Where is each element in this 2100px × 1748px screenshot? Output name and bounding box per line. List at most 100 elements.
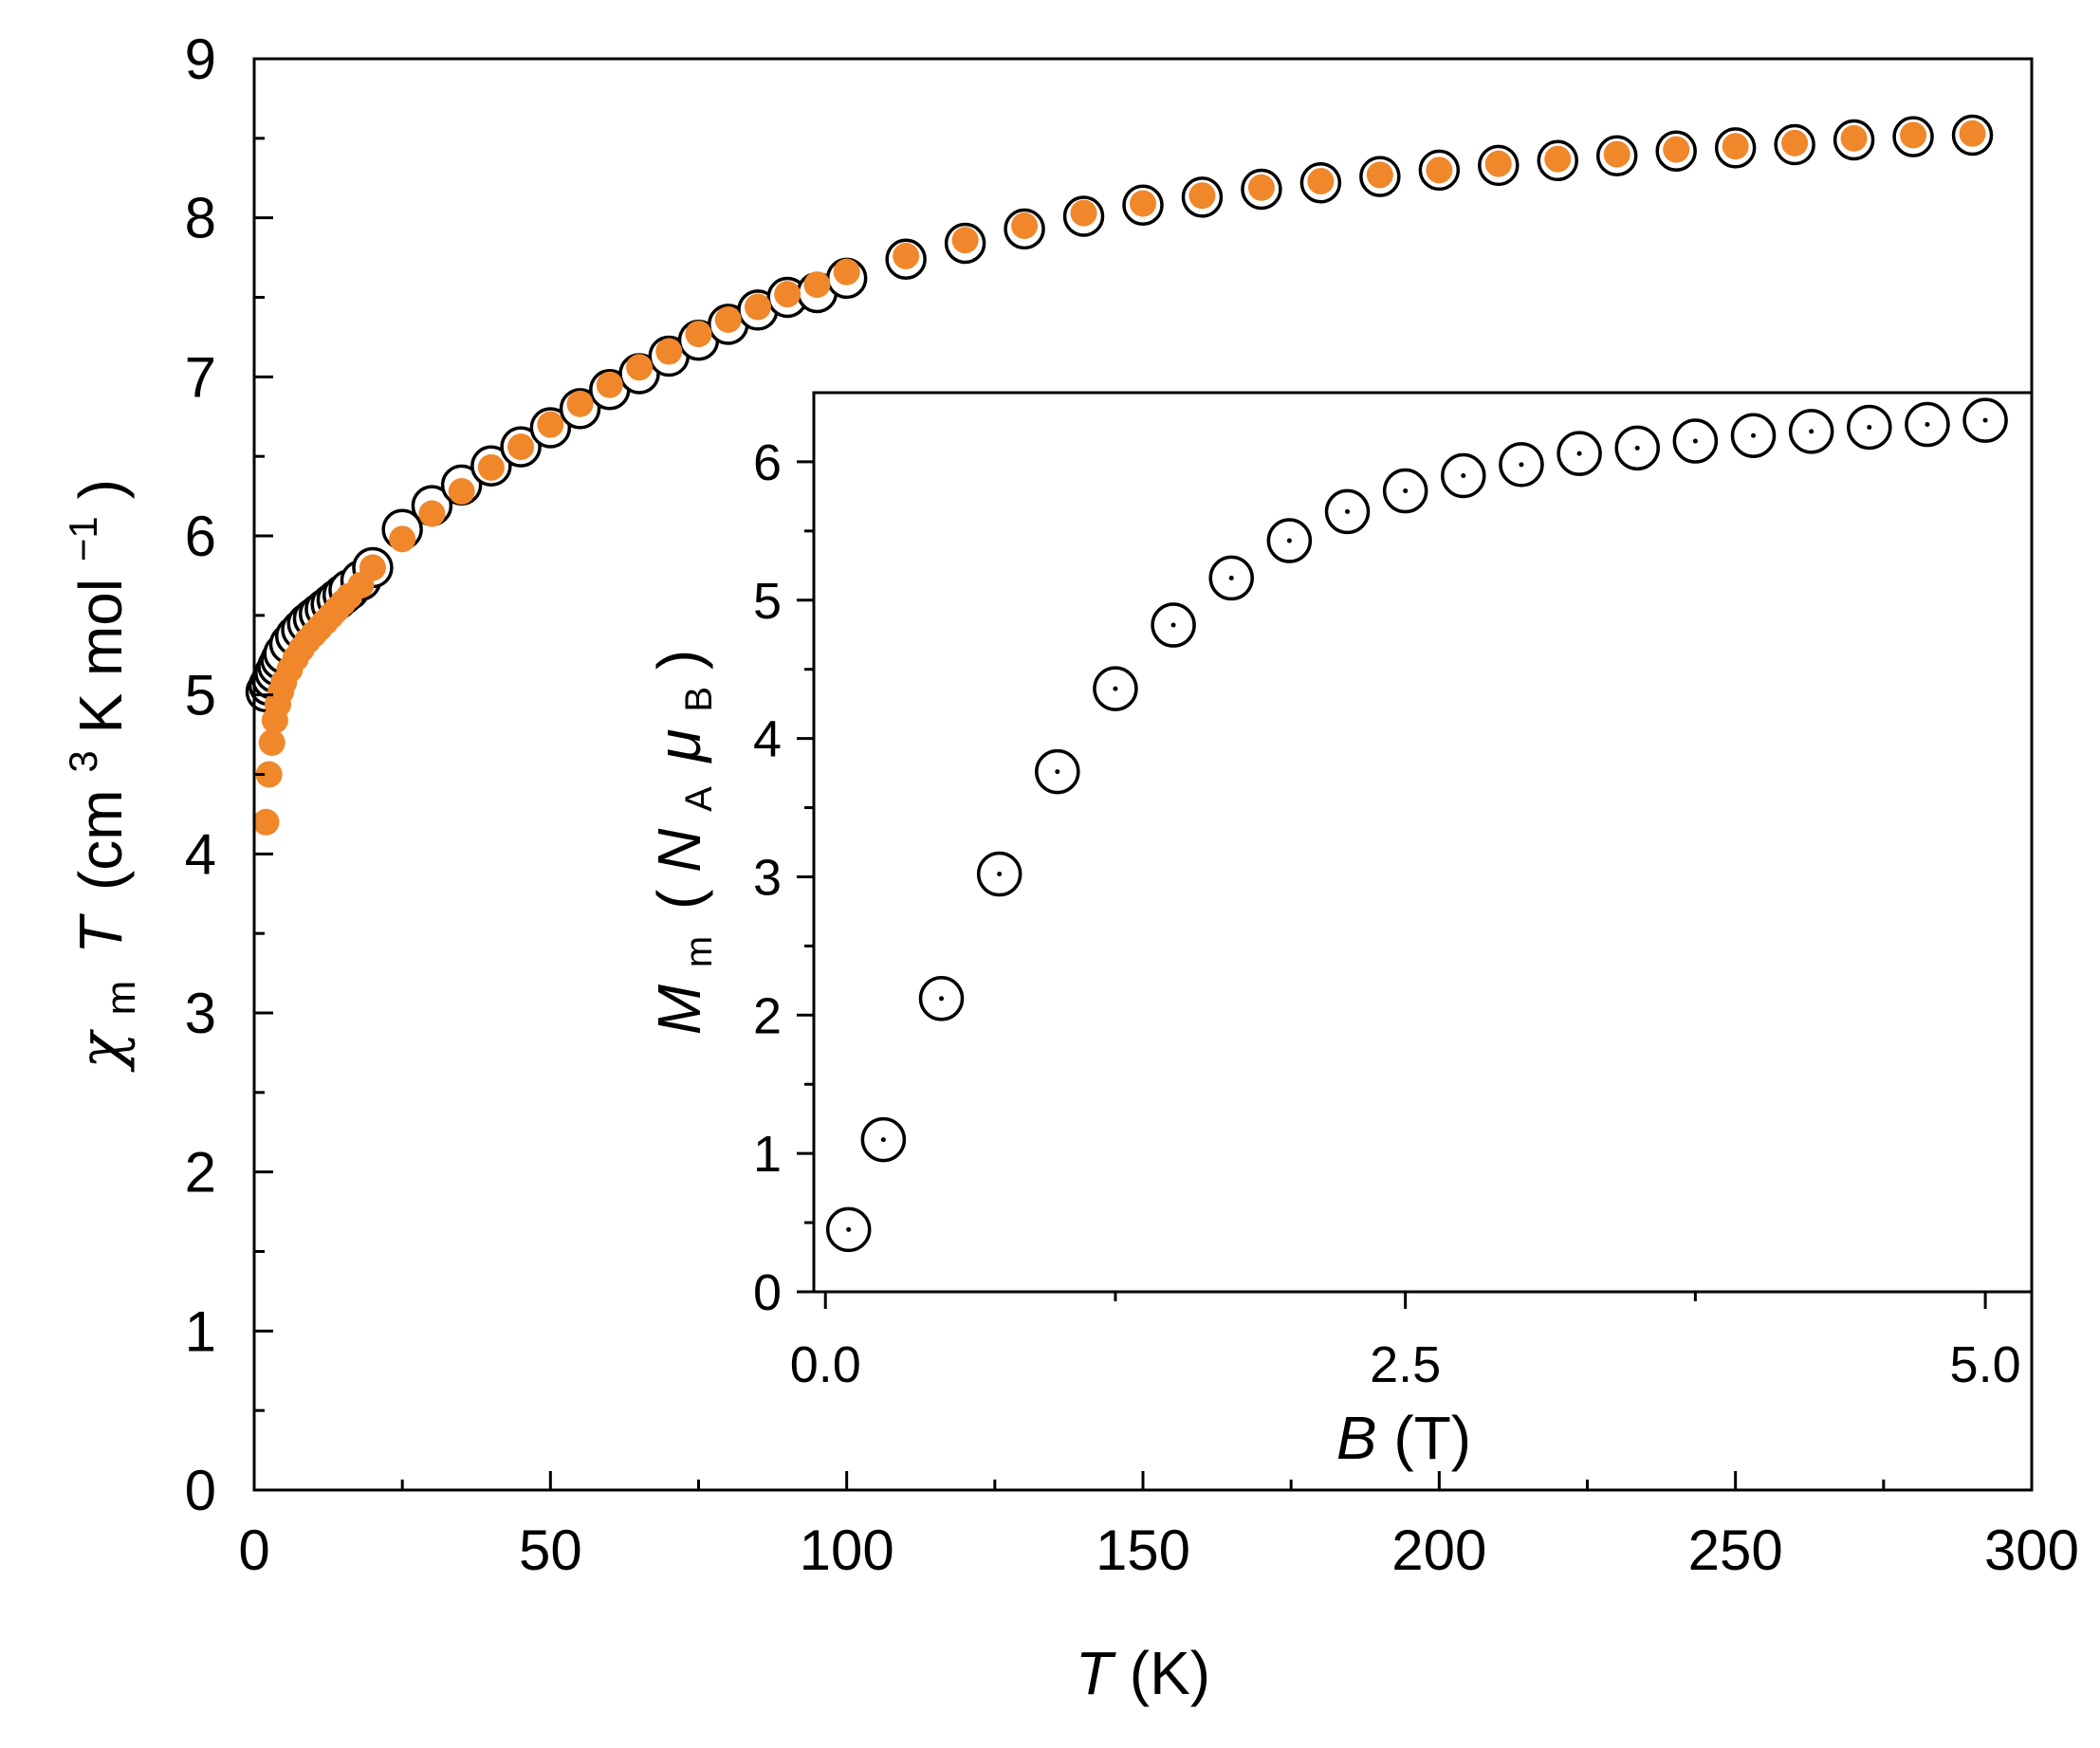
main-x-tick-label: 200 [1391, 1518, 1486, 1582]
inset-point-center [1576, 451, 1582, 456]
inset-y-axis-M: M [645, 984, 713, 1035]
inset-point-center [1403, 488, 1409, 494]
inset-point-center [997, 872, 1003, 877]
inset-point-center [1634, 445, 1640, 451]
main-filled-point [1900, 121, 1927, 149]
main-filled-point [803, 271, 831, 299]
main-filled-point [626, 354, 654, 381]
inset-point-center [1519, 462, 1524, 468]
main-y-axis-unit-close: ) [66, 479, 135, 499]
inset-x-axis-unit: (T) [1393, 1404, 1471, 1472]
main-y-axis-T: T [66, 913, 135, 954]
main-filled-point [951, 227, 979, 254]
inset-point-center [1751, 432, 1757, 438]
main-filled-point [507, 433, 535, 461]
main-y-axis-unit-sup: 3 [61, 750, 105, 772]
main-y-tick-label: 1 [185, 1299, 216, 1363]
main-filled-point [1307, 168, 1335, 195]
main-filled-point [714, 305, 742, 333]
inset-point-center [1286, 538, 1292, 543]
main-y-tick-label: 2 [185, 1141, 216, 1205]
inset-point-center [1867, 424, 1872, 430]
inset-plot-frame [812, 391, 2034, 1294]
main-filled-point [774, 281, 801, 308]
main-filled-point [389, 525, 416, 553]
main-y-tick-label: 5 [185, 664, 216, 727]
main-filled-point [596, 371, 623, 398]
main-y-axis-unit-open: (cm [66, 789, 135, 891]
main-filled-point [1011, 212, 1039, 240]
main-filled-point [1070, 199, 1097, 227]
main-y-tick-label: 3 [185, 982, 216, 1045]
inset-point-center [846, 1226, 852, 1232]
inset-y-axis-mu: μ [645, 728, 713, 764]
main-points [245, 114, 1994, 836]
main-filled-point [359, 554, 386, 581]
main-y-tick-label: 0 [185, 1459, 216, 1522]
inset-y-axis-N: N [645, 828, 713, 873]
main-x-axis-symbol: T [1076, 1639, 1116, 1707]
inset-ticks [797, 460, 1987, 1309]
inset-y-tick-label: 4 [753, 711, 782, 768]
inset-y-tick-label: 3 [753, 849, 782, 906]
main-x-tick-labels: 0 50 100 150 200 250 300 [238, 1518, 2079, 1582]
inset-x-tick-label: 0.0 [790, 1336, 861, 1393]
main-filled-point [418, 500, 446, 527]
inset-y-axis-N-sub: A [678, 786, 720, 812]
main-ticks [252, 57, 2034, 1492]
main-filled-point [448, 478, 475, 506]
main-filled-point [566, 390, 594, 417]
inset-y-axis-M-sub: m [678, 936, 720, 967]
inset-y-tick-labels: 0 1 2 3 4 5 6 [753, 434, 782, 1321]
inset-point-center [1925, 422, 1930, 428]
inset-y-tick-label: 5 [753, 573, 782, 630]
main-x-axis-title: T (K) [1076, 1639, 1210, 1707]
main-x-tick-label: 0 [238, 1518, 269, 1582]
main-x-tick-label: 150 [1096, 1518, 1190, 1582]
main-y-axis-chi-sub: m [98, 981, 144, 1016]
main-filled-point [1603, 140, 1630, 168]
inset-y-axis-open: ( [645, 890, 713, 910]
main-y-axis-title: χ m T (cm 3 K mol −1 ) [61, 479, 144, 1073]
inset-point-center [880, 1137, 886, 1143]
inset-x-axis-title: B (T) [1336, 1404, 1471, 1472]
inset-y-axis-mu-sub: B [678, 687, 720, 712]
inset-x-tick-labels: 0.0 2.5 5.0 [790, 1336, 2021, 1393]
main-y-tick-label: 4 [185, 822, 216, 886]
main-y-tick-label: 6 [185, 505, 216, 568]
main-y-axis-unit-mid: K mol [66, 579, 135, 734]
main-filled-point [1366, 161, 1393, 189]
inset-y-axis-close: ) [645, 650, 713, 670]
main-y-tick-labels: 0 1 2 3 4 5 6 7 8 9 [185, 28, 216, 1522]
main-y-axis-chi: χ [66, 1029, 137, 1073]
main-x-tick-label: 250 [1688, 1518, 1783, 1582]
main-filled-point [893, 242, 920, 269]
inset-y-tick-label: 1 [753, 1126, 782, 1183]
main-filled-point [1663, 136, 1690, 163]
inset-points [825, 397, 2008, 1253]
main-filled-point [1781, 129, 1809, 156]
inset-point-center [1228, 575, 1234, 580]
inset-point-center [1345, 508, 1351, 514]
main-y-axis-unit-sup2: −1 [61, 516, 105, 561]
inset-point-center [1982, 417, 1988, 423]
main-filled-point [685, 321, 712, 348]
main-filled-point [1840, 124, 1868, 152]
inset-y-axis-title: M m ( N A μ B ) [645, 650, 720, 1035]
main-x-tick-label: 50 [519, 1518, 582, 1582]
main-y-tick-label: 9 [185, 28, 216, 91]
inset-y-tick-label: 0 [753, 1264, 782, 1321]
inset-x-tick-label: 5.0 [1950, 1336, 2021, 1393]
inset-plot: 0.0 2.5 5.0 0 1 2 3 4 5 6 B (T) M m ( N A μ B ) [645, 391, 2034, 1472]
inset-background [814, 393, 2032, 1292]
inset-point-center [1055, 769, 1060, 775]
inset-point-center [939, 996, 945, 1002]
inset-point-center [1692, 438, 1698, 444]
main-filled-point [1130, 190, 1156, 217]
main-filled-point [1426, 156, 1453, 184]
main-filled-point [1188, 182, 1216, 210]
main-filled-point [1247, 174, 1275, 201]
